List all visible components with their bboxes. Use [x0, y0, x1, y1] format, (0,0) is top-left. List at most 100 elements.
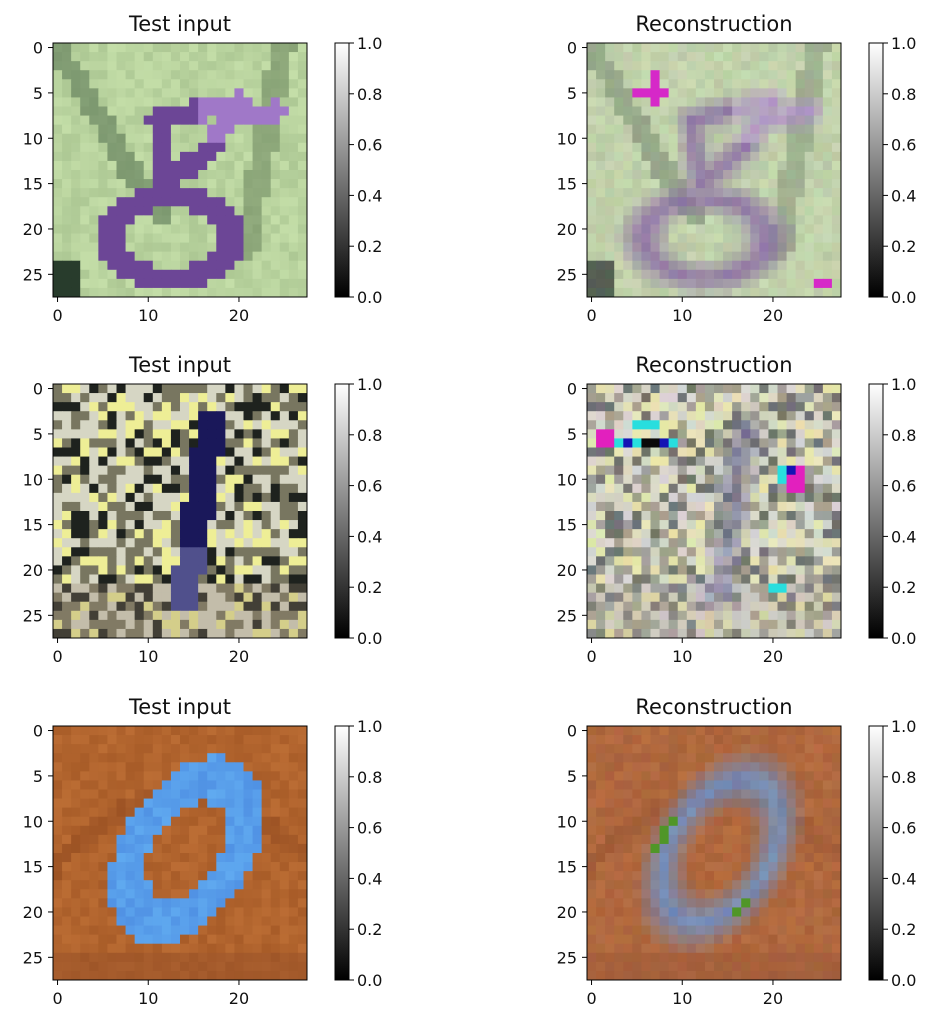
subplot-title: Reconstruction: [635, 353, 792, 377]
colorbar-tick-label: 0.0: [357, 629, 382, 648]
axes-frame: [586, 42, 842, 298]
colorbar-tick-label: 1.0: [357, 34, 382, 53]
x-tick-label: 0: [586, 647, 596, 666]
y-tick-label: 0: [567, 722, 577, 741]
colorbar: [334, 42, 350, 298]
colorbar-tick-label: 0.6: [891, 819, 916, 838]
colorbar-tick-label: 0.6: [357, 477, 382, 496]
image-pixels: [53, 726, 308, 981]
y-tick-label: 10: [557, 470, 577, 489]
x-tick-label: 10: [672, 989, 692, 1008]
colorbar-tick-label: 0.4: [357, 527, 382, 546]
colorbar-tick-label: 0.8: [891, 85, 916, 104]
subplot-3: Test input 0 5 10 15 20 25 0 10 20 0.0 0.2 0.4 0.6 0.8…: [23, 353, 383, 666]
x-tick-label: 0: [586, 306, 596, 325]
image-pixels: [53, 384, 308, 639]
colorbar: [334, 383, 350, 639]
y-tick-label: 15: [557, 175, 577, 194]
colorbar-tick-label: 0.2: [891, 237, 916, 256]
axes-frame: [586, 725, 842, 981]
colorbar-tick-label: 0.8: [357, 426, 382, 445]
y-tick-label: 5: [33, 767, 43, 786]
colorbar-tick-label: 0.8: [891, 768, 916, 787]
y-tick-label: 20: [23, 561, 43, 580]
colorbar-tick-label: 0.6: [357, 136, 382, 155]
y-tick-label: 0: [33, 380, 43, 399]
y-tick-label: 20: [557, 220, 577, 239]
colorbar-tick-label: 0.0: [891, 971, 916, 990]
y-tick-label: 20: [557, 561, 577, 580]
colorbar-tick-label: 0.4: [891, 186, 916, 205]
y-tick-label: 0: [33, 722, 43, 741]
colorbar-tick-label: 0.8: [891, 426, 916, 445]
colorbar-tick-label: 0.8: [357, 85, 382, 104]
subplot-6: Reconstruction 0 5 10 15 20 25 0 10 20 0.0 0.2 0.4 0.…: [557, 695, 917, 1008]
image-pixels: [587, 384, 842, 639]
y-tick-label: 15: [557, 858, 577, 877]
colorbar-tick-label: 0.6: [891, 136, 916, 155]
axes-frame: [52, 42, 308, 298]
colorbar-tick-label: 0.2: [891, 920, 916, 939]
colorbar-tick-label: 0.2: [891, 578, 916, 597]
x-tick-label: 20: [763, 989, 783, 1008]
y-tick-label: 15: [557, 516, 577, 535]
y-tick-label: 5: [567, 425, 577, 444]
y-tick-label: 25: [557, 265, 577, 284]
y-tick-label: 20: [23, 220, 43, 239]
y-tick-label: 0: [567, 39, 577, 58]
image-pixels: [587, 726, 842, 981]
axes-frame: [52, 725, 308, 981]
colorbar-tick-label: 0.4: [891, 527, 916, 546]
x-tick-label: 10: [138, 989, 158, 1008]
y-tick-label: 10: [23, 129, 43, 148]
x-tick-label: 10: [672, 306, 692, 325]
colorbar-tick-label: 0.0: [357, 971, 382, 990]
x-tick-label: 20: [763, 306, 783, 325]
colorbar-tick-label: 1.0: [357, 717, 382, 736]
colorbar-tick-label: 0.0: [891, 629, 916, 648]
colorbar-tick-label: 0.4: [357, 186, 382, 205]
y-tick-label: 5: [33, 425, 43, 444]
x-tick-label: 20: [229, 647, 249, 666]
colorbar: [868, 383, 884, 639]
x-tick-label: 0: [52, 647, 62, 666]
subplot-title: Test input: [128, 12, 231, 36]
x-tick-label: 10: [138, 306, 158, 325]
colorbar-tick-label: 0.4: [357, 869, 382, 888]
y-tick-label: 20: [23, 903, 43, 922]
subplot-title: Reconstruction: [635, 12, 792, 36]
y-tick-label: 25: [557, 948, 577, 967]
y-tick-label: 5: [567, 84, 577, 103]
colorbar-tick-label: 0.4: [891, 869, 916, 888]
colorbar: [868, 42, 884, 298]
y-tick-label: 25: [23, 265, 43, 284]
subplot-title: Test input: [128, 353, 231, 377]
y-tick-label: 5: [567, 767, 577, 786]
colorbar-tick-label: 1.0: [891, 717, 916, 736]
colorbar-tick-label: 1.0: [891, 34, 916, 53]
y-tick-label: 15: [23, 516, 43, 535]
axes-frame: [586, 383, 842, 639]
axes-frame: [52, 383, 308, 639]
colorbar-tick-label: 0.2: [357, 920, 382, 939]
y-tick-label: 0: [567, 380, 577, 399]
subplot-5: Test input 0 5 10 15 20 25 0 10 20 0.0 0.2 0.4 0.6 0.8…: [23, 695, 383, 1008]
x-tick-label: 20: [229, 306, 249, 325]
x-tick-label: 10: [138, 647, 158, 666]
y-tick-label: 10: [23, 470, 43, 489]
x-tick-label: 20: [763, 647, 783, 666]
colorbar-tick-label: 0.2: [357, 237, 382, 256]
y-tick-label: 10: [557, 812, 577, 831]
colorbar: [334, 725, 350, 981]
y-tick-label: 25: [557, 606, 577, 625]
colorbar-tick-label: 0.2: [357, 578, 382, 597]
subplot-2: Reconstruction 0 5 10 15 20 25 0 10 20 0.0 0.2 0.4 0.…: [557, 12, 917, 325]
y-tick-label: 0: [33, 39, 43, 58]
colorbar-tick-label: 1.0: [357, 375, 382, 394]
subplot-4: Reconstruction 0 5 10 15 20 25 0 10 20 0.0 0.2 0.4 0.…: [557, 353, 917, 666]
y-tick-label: 15: [23, 175, 43, 194]
x-tick-label: 0: [52, 306, 62, 325]
colorbar-tick-label: 0.6: [891, 477, 916, 496]
subplot-1: Test input 0 5 10 15 20 25 0 10 20 0.0 0.2 0.4 0.6 0.8…: [23, 12, 383, 325]
